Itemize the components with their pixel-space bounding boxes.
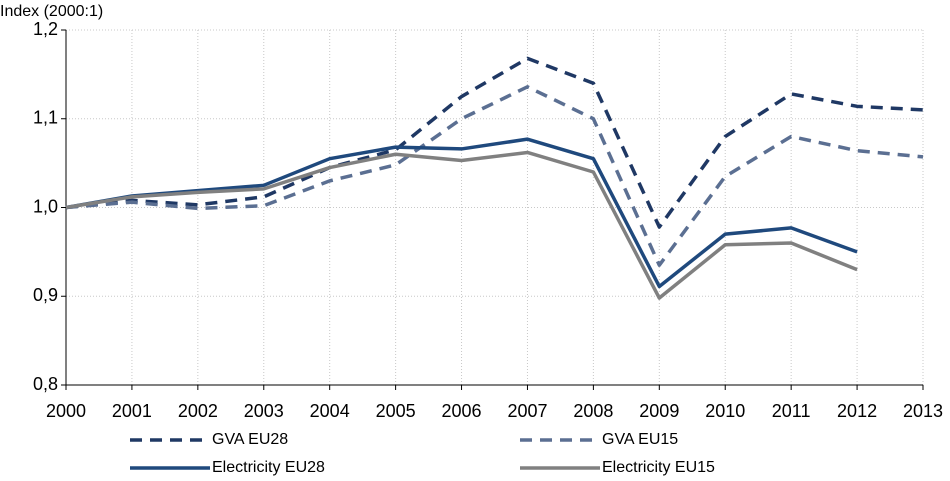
x-tick-label: 2002: [178, 401, 218, 421]
x-tick-label: 2013: [903, 401, 943, 421]
x-tick-label: 2003: [244, 401, 284, 421]
y-axis-label: Index (2000:1): [0, 3, 103, 20]
line-series: [65, 137, 858, 289]
x-tick-label: 2006: [442, 401, 482, 421]
x-tick-label: 2001: [112, 401, 152, 421]
legend-label: Electricity EU28: [212, 459, 325, 476]
legend-label: GVA EU28: [212, 431, 288, 448]
y-tick-label: 0,9: [33, 285, 58, 305]
x-tick-label: 2007: [507, 401, 547, 421]
y-tick-label: 1,1: [33, 108, 58, 128]
legend-label: GVA EU15: [602, 431, 678, 448]
x-tick-label: 2008: [573, 401, 613, 421]
x-tick-label: 2005: [376, 401, 416, 421]
x-tick-label: 2009: [639, 401, 679, 421]
x-tick-label: 2011: [772, 401, 811, 421]
x-tick-label: 2000: [46, 401, 86, 421]
x-tick-label: 2012: [837, 401, 877, 421]
y-tick-label: 0,8: [33, 374, 58, 394]
line-series: [65, 150, 858, 300]
y-tick-label: 1,0: [33, 196, 58, 216]
legend-label: Electricity EU15: [602, 459, 715, 476]
x-tick-label: 2010: [705, 401, 745, 421]
line-series: [65, 56, 924, 229]
y-tick-label: 1,2: [33, 19, 58, 39]
line-series: [65, 85, 924, 267]
x-tick-label: 2004: [310, 401, 350, 421]
